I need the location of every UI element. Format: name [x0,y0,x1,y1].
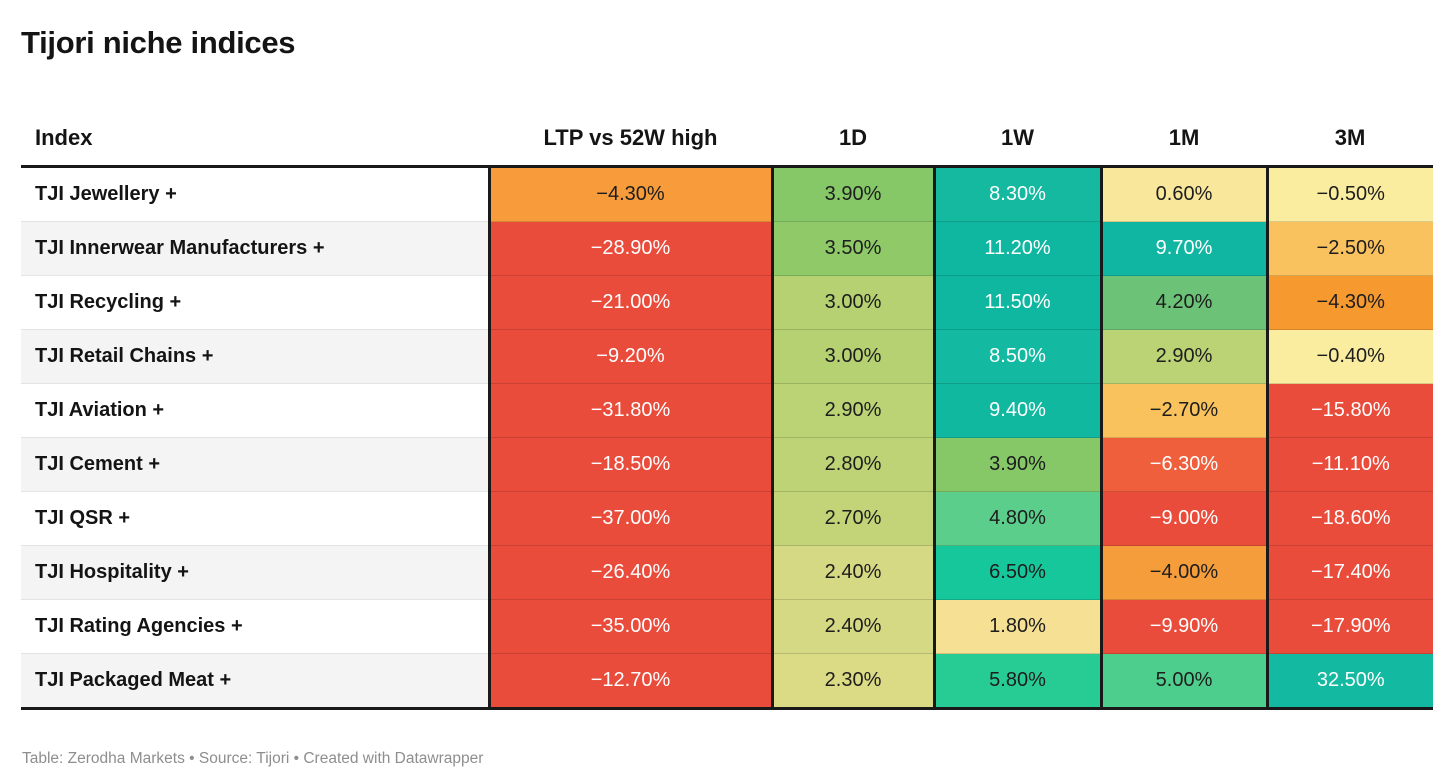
value-cell: −0.50% [1265,166,1433,222]
value-cell: −11.10% [1265,437,1433,492]
value-cell: 11.20% [932,221,1101,276]
table-row: TJI Innerwear Manufacturers + −28.90% 3.50… [21,221,1433,276]
value-cell: 8.30% [932,166,1101,222]
value-cell: 2.70% [770,491,934,546]
value-cell: 11.50% [932,275,1101,330]
page-title: Tijori niche indices [21,25,296,60]
value-cell: 9.40% [932,383,1101,438]
header-1w: 1W [934,107,1101,168]
table-row: TJI Rating Agencies + −35.00% 2.40% 1.80% −9… [21,599,1433,654]
index-cell[interactable]: TJI Packaged Meat + [21,653,489,710]
table-header: Index LTP vs 52W high 1D 1W 1M 3M [21,107,1433,168]
table-row: TJI Jewellery + −4.30% 3.90% 8.30% 0.60% −0.5… [21,166,1433,222]
indices-table: Index LTP vs 52W high 1D 1W 1M 3M TJI Je… [21,107,1433,710]
value-cell: 2.80% [770,437,934,492]
value-cell: 5.00% [1099,653,1267,710]
value-cell: −17.40% [1265,545,1433,600]
table-row: TJI Retail Chains + −9.20% 3.00% 8.50% 2.90%… [21,329,1433,384]
table-row: TJI Hospitality + −26.40% 2.40% 6.50% −4.00%… [21,545,1433,600]
table-row: TJI Cement + −18.50% 2.80% 3.90% −6.30% −11.1… [21,437,1433,492]
index-cell[interactable]: TJI Innerwear Manufacturers + [21,221,489,276]
index-cell[interactable]: TJI Jewellery + [21,166,489,222]
value-cell: −18.60% [1265,491,1433,546]
value-cell: −4.30% [1265,275,1433,330]
value-cell: 9.70% [1099,221,1267,276]
value-cell: −21.00% [487,275,772,330]
value-cell: 3.50% [770,221,934,276]
index-cell[interactable]: TJI Rating Agencies + [21,599,489,654]
header-1d: 1D [772,107,934,168]
value-cell: 3.00% [770,275,934,330]
value-cell: 3.90% [770,166,934,222]
value-cell: 2.40% [770,545,934,600]
value-cell: −0.40% [1265,329,1433,384]
value-cell: −18.50% [487,437,772,492]
value-cell: 2.40% [770,599,934,654]
value-cell: −9.20% [487,329,772,384]
value-cell: −12.70% [487,653,772,710]
table-row: TJI Recycling + −21.00% 3.00% 11.50% 4.20% −4… [21,275,1433,330]
value-cell: −2.50% [1265,221,1433,276]
value-cell: −31.80% [487,383,772,438]
table-row: TJI Packaged Meat + −12.70% 2.30% 5.80% 5.00… [21,653,1433,710]
value-cell: 3.00% [770,329,934,384]
header-3m: 3M [1267,107,1433,168]
table-row: TJI QSR + −37.00% 2.70% 4.80% −9.00% −18.60% [21,491,1433,546]
index-cell[interactable]: TJI Retail Chains + [21,329,489,384]
value-cell: 1.80% [932,599,1101,654]
index-cell[interactable]: TJI Recycling + [21,275,489,330]
value-cell: 2.90% [1099,329,1267,384]
value-cell: 3.90% [932,437,1101,492]
index-cell[interactable]: TJI QSR + [21,491,489,546]
value-cell: 4.20% [1099,275,1267,330]
value-cell: −35.00% [487,599,772,654]
value-cell: −9.00% [1099,491,1267,546]
value-cell: −2.70% [1099,383,1267,438]
header-row: Index LTP vs 52W high 1D 1W 1M 3M [21,107,1433,168]
value-cell: 2.30% [770,653,934,710]
value-cell: −17.90% [1265,599,1433,654]
attribution-footer: Table: Zerodha Markets • Source: Tijori … [22,750,484,767]
value-cell: 0.60% [1099,166,1267,222]
value-cell: 2.90% [770,383,934,438]
value-cell: 5.80% [932,653,1101,710]
value-cell: −37.00% [487,491,772,546]
value-cell: 4.80% [932,491,1101,546]
table-row: TJI Aviation + −31.80% 2.90% 9.40% −2.70% −15… [21,383,1433,438]
table-body: TJI Jewellery + −4.30% 3.90% 8.30% 0.60% −0.5… [21,166,1433,710]
value-cell: −9.90% [1099,599,1267,654]
header-index: Index [21,107,489,168]
value-cell: −4.00% [1099,545,1267,600]
value-cell: −6.30% [1099,437,1267,492]
value-cell: 8.50% [932,329,1101,384]
value-cell: −15.80% [1265,383,1433,438]
value-cell: 6.50% [932,545,1101,600]
header-1m: 1M [1101,107,1267,168]
value-cell: 32.50% [1265,653,1433,710]
value-cell: −4.30% [487,166,772,222]
value-cell: −26.40% [487,545,772,600]
index-cell[interactable]: TJI Hospitality + [21,545,489,600]
index-cell[interactable]: TJI Cement + [21,437,489,492]
header-ltp-vs-52w-high: LTP vs 52W high [489,107,772,168]
index-cell[interactable]: TJI Aviation + [21,383,489,438]
value-cell: −28.90% [487,221,772,276]
